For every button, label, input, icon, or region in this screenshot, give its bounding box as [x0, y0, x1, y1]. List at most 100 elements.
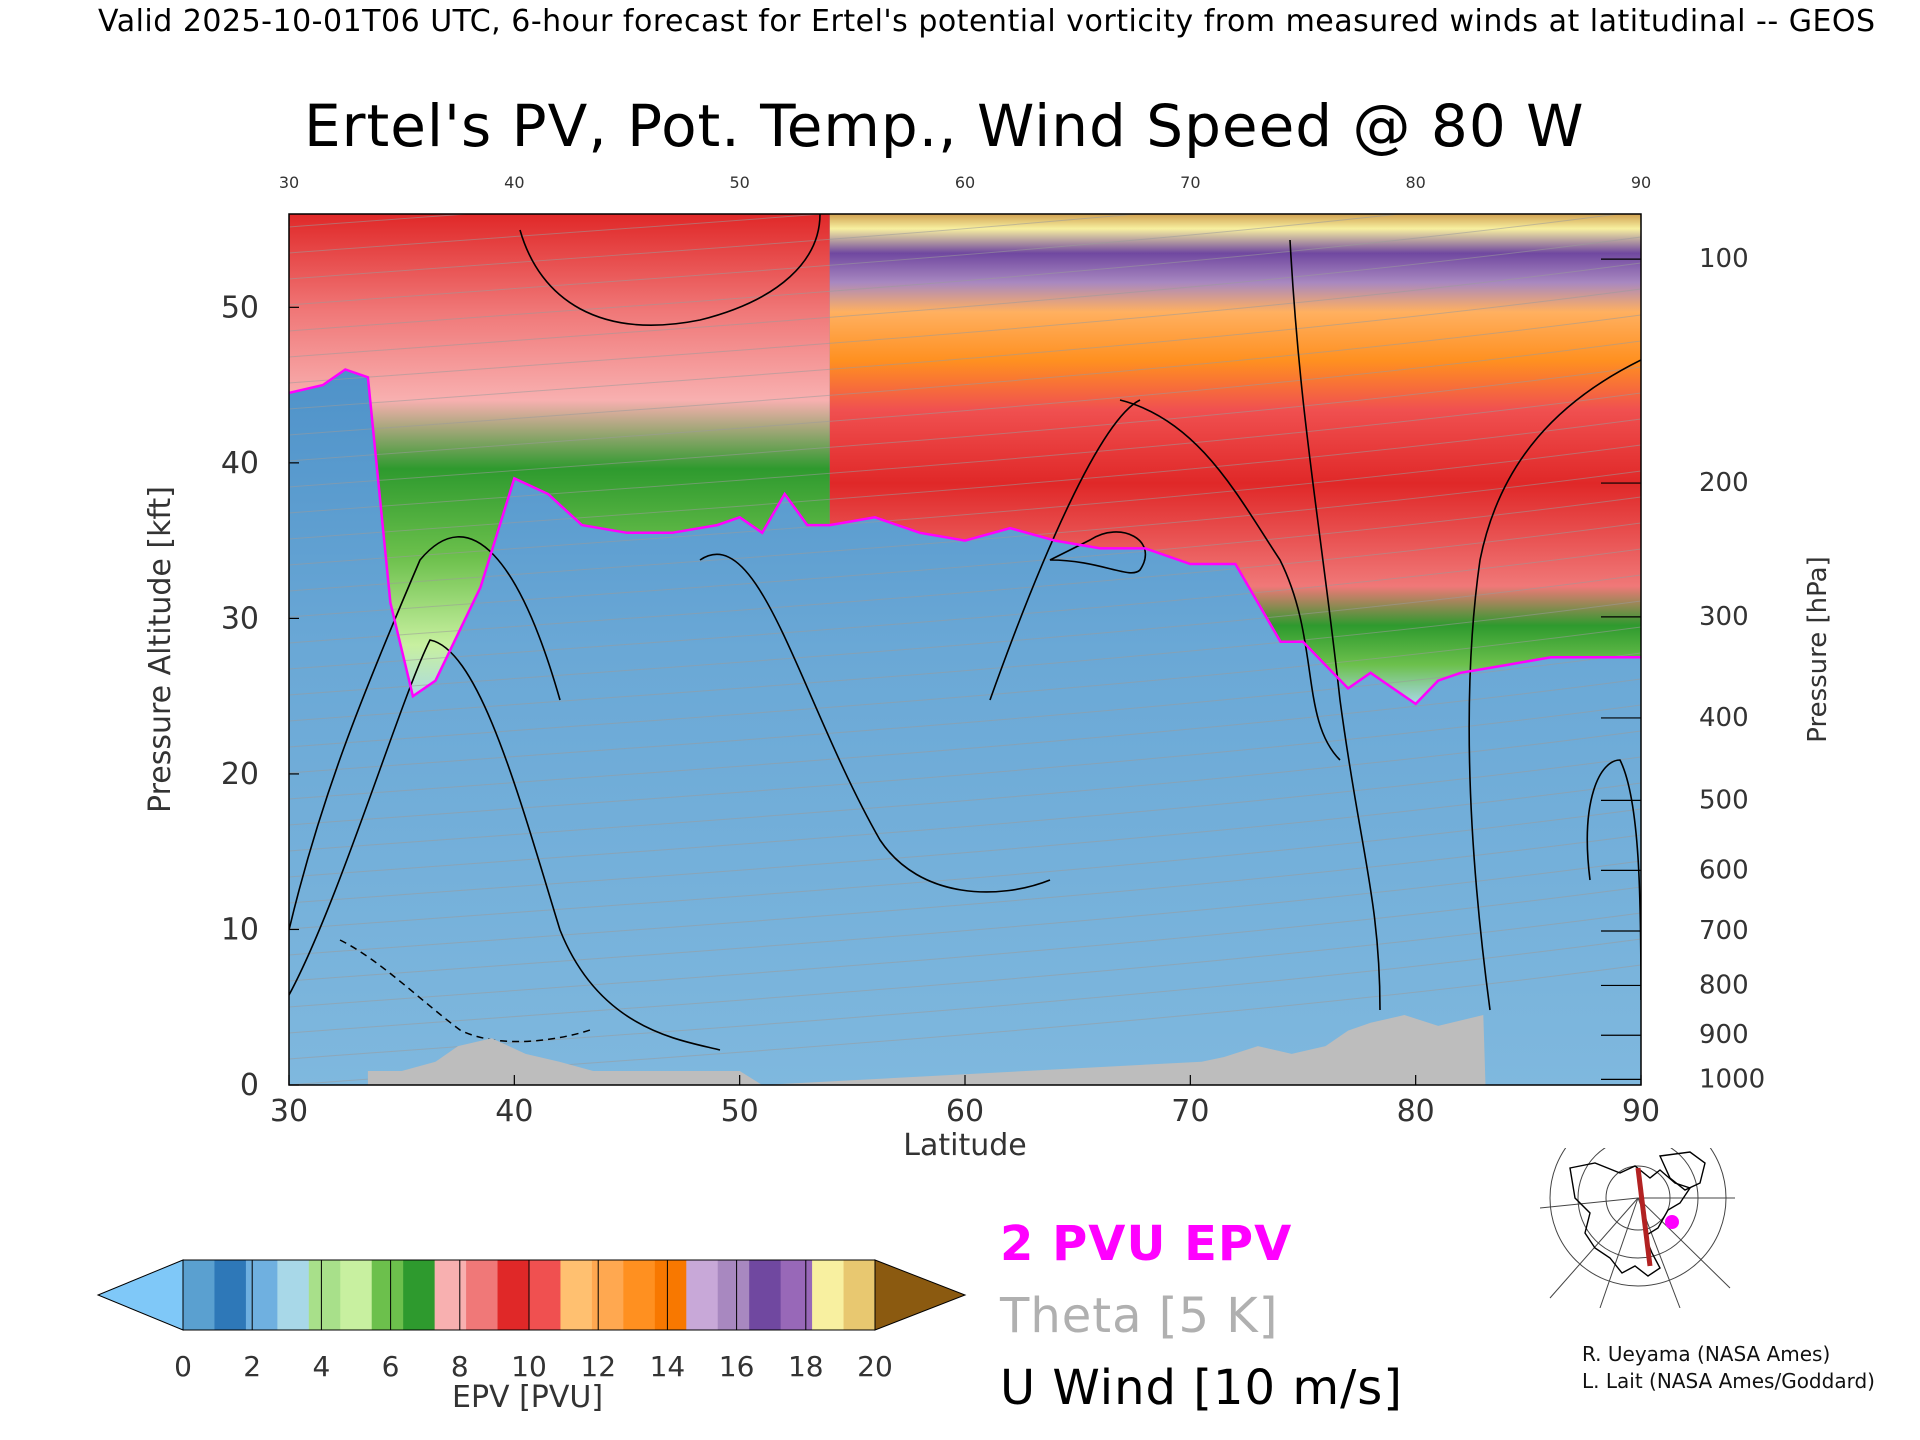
theta-contour	[289, 834, 1641, 956]
colorbar-under-arrow	[96, 1259, 184, 1331]
colorbar-segment	[749, 1260, 782, 1330]
top-tick-label: 40	[504, 173, 524, 192]
colorbar-tick-label: 8	[451, 1350, 469, 1383]
u-wind-contour	[1468, 359, 1641, 1011]
pressure-tick-label: 900	[1699, 1020, 1749, 1050]
colorbar-segment	[591, 1260, 624, 1330]
top-tick-label: 60	[955, 173, 975, 192]
theta-contour	[289, 782, 1641, 904]
pressure-tick-label: 700	[1699, 916, 1749, 946]
colorbar-tick-label: 6	[382, 1350, 400, 1383]
theta-contour	[289, 418, 1641, 540]
theta-contour	[289, 288, 1641, 410]
theta-contour	[289, 366, 1641, 488]
theta-contour	[289, 214, 1622, 332]
colorbar-segment	[308, 1260, 341, 1330]
theta-contour	[289, 314, 1641, 436]
theta-contour	[289, 704, 1641, 826]
x-tick-label: 90	[1622, 1094, 1660, 1129]
theta-contour	[289, 522, 1641, 644]
colorbar-segment	[183, 1260, 216, 1330]
colorbar-segment	[812, 1260, 845, 1330]
colorbar-tick-label: 2	[243, 1350, 261, 1383]
colorbar-segment	[560, 1260, 593, 1330]
valid-time-header: Valid 2025-10-01T06 UTC, 6-hour forecast…	[98, 4, 1876, 39]
credit-line-2: L. Lait (NASA Ames/Goddard)	[1582, 1369, 1875, 1393]
y-tick-label: 0	[240, 1068, 259, 1103]
top-tick-label: 50	[729, 173, 749, 192]
u-wind-contour	[699, 553, 1051, 893]
location-marker	[1665, 1215, 1679, 1229]
u-wind-contour	[289, 536, 561, 931]
legend-theta-label: Theta [5 K]	[1000, 1288, 1279, 1344]
theta-contour	[289, 3, 1641, 123]
pressure-tick-label: 400	[1699, 703, 1749, 733]
colorbar-segment	[371, 1260, 404, 1330]
pressure-tick-label: 1000	[1699, 1064, 1765, 1094]
theta-contour	[289, 808, 1641, 930]
top-tick-label: 30	[279, 173, 299, 192]
theta-contour	[289, 730, 1641, 852]
top-tick-label: 90	[1631, 173, 1651, 192]
topography	[367, 1015, 1486, 1085]
x-tick-label: 30	[270, 1094, 308, 1129]
theta-contour	[289, 214, 1404, 306]
x-tick-label: 40	[495, 1094, 533, 1129]
stratosphere-epv-fill-south	[289, 214, 830, 697]
u-wind-contour	[989, 399, 1141, 701]
x-tick-label: 70	[1171, 1094, 1209, 1129]
theta-contour	[289, 652, 1641, 774]
theta-contour	[289, 886, 1641, 1008]
theta-contour	[289, 444, 1641, 566]
colorbar-segment	[623, 1260, 656, 1330]
colorbar-segment	[780, 1260, 813, 1330]
colorbar-tick-label: 12	[580, 1350, 616, 1383]
colorbar-segment	[434, 1260, 467, 1330]
colorbar-tick-label: 18	[788, 1350, 824, 1383]
colorbar-segment	[529, 1260, 562, 1330]
u-wind-contour	[1119, 399, 1341, 761]
theta-contour	[289, 29, 1641, 149]
colorbar-segment	[654, 1260, 687, 1330]
theta-contour	[289, 600, 1641, 722]
theta-contour	[289, 262, 1641, 384]
colorbar-segment	[340, 1260, 373, 1330]
stratosphere-epv-fill-north	[829, 214, 1641, 704]
colorbar-tick-label: 16	[719, 1350, 755, 1383]
y-tick-label: 40	[221, 446, 259, 481]
colorbar-segment	[245, 1260, 278, 1330]
theta-contour	[289, 214, 829, 254]
colorbar-segment	[277, 1260, 310, 1330]
colorbar-tick-label: 0	[174, 1350, 192, 1383]
colorbar-tick-label: 14	[650, 1350, 686, 1383]
colorbar-segment	[497, 1260, 530, 1330]
colorbar-tick-label: 20	[857, 1350, 893, 1383]
y-tick-label: 30	[221, 601, 259, 636]
section-line	[1635, 1167, 1653, 1267]
colorbar-segment	[717, 1260, 750, 1330]
credit-line-1: R. Ueyama (NASA Ames)	[1582, 1342, 1831, 1366]
theta-contour	[289, 756, 1641, 878]
theta-contour	[289, 214, 474, 228]
y-axis-title-right: Pressure [hPa]	[1803, 556, 1833, 743]
colorbar-label: EPV [PVU]	[452, 1380, 604, 1415]
y-tick-label: 10	[221, 912, 259, 947]
x-tick-label: 50	[721, 1094, 759, 1129]
y-tick-label: 20	[221, 757, 259, 792]
theta-contour	[289, 470, 1641, 592]
theta-contour	[289, 912, 1641, 1034]
pressure-tick-label: 100	[1699, 244, 1749, 274]
u-wind-contour	[519, 214, 821, 326]
legend-wind-label: U Wind [10 m/s]	[1000, 1360, 1404, 1416]
pressure-tick-label: 300	[1699, 602, 1749, 632]
colorbar-segment	[843, 1260, 876, 1330]
theta-contour	[289, 55, 1641, 175]
pressure-tick-label: 800	[1699, 970, 1749, 1000]
pressure-tick-label: 500	[1699, 785, 1749, 815]
top-tick-label: 80	[1405, 173, 1425, 192]
colorbar-segment	[466, 1260, 499, 1330]
top-tick-label: 70	[1180, 173, 1200, 192]
theta-contour	[289, 678, 1641, 800]
pressure-tick-label: 200	[1699, 468, 1749, 498]
